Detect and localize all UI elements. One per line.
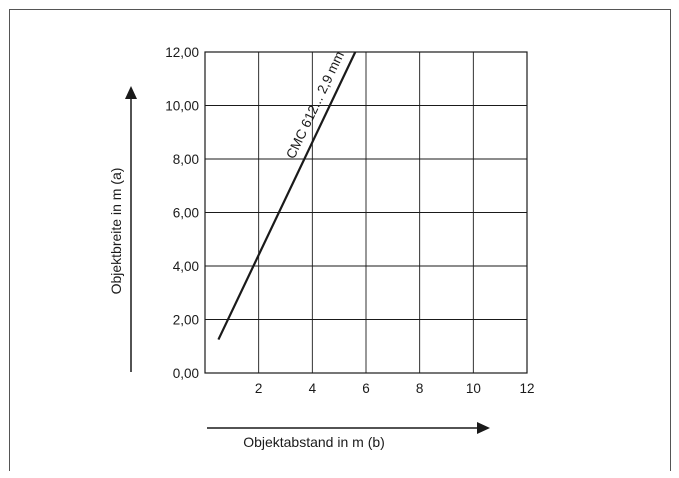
y-tick-label: 8,00 [173,152,199,167]
x-tick-label: 12 [519,381,534,396]
y-axis-label: Objektbreite in m (a) [108,168,124,295]
series-line [218,52,355,340]
x-axis-arrowhead [477,422,490,434]
y-tick-label: 0,00 [173,366,199,381]
y-tick-label: 12,00 [165,45,199,60]
x-tick-label: 2 [255,381,263,396]
y-tick-label: 2,00 [173,313,199,328]
y-tick-label: 4,00 [173,259,199,274]
x-tick-label: 10 [466,381,481,396]
series-layer: CMC 612... 2,9 mm [218,49,355,340]
x-tick-label: 6 [362,381,370,396]
y-axis-arrowhead [125,86,137,99]
y-tick-label: 6,00 [173,206,199,221]
y-tick-labels: 0,00 2,00 4,00 6,00 8,00 10,00 12,00 [165,45,199,381]
y-tick-label: 10,00 [165,99,199,114]
grid [205,52,527,373]
x-tick-labels: 2 4 6 8 10 12 [255,381,535,396]
x-tick-label: 4 [309,381,317,396]
series-label: CMC 612... 2,9 mm [283,49,347,161]
x-tick-label: 8 [416,381,424,396]
x-axis-label: Objektabstand in m (b) [243,434,385,450]
